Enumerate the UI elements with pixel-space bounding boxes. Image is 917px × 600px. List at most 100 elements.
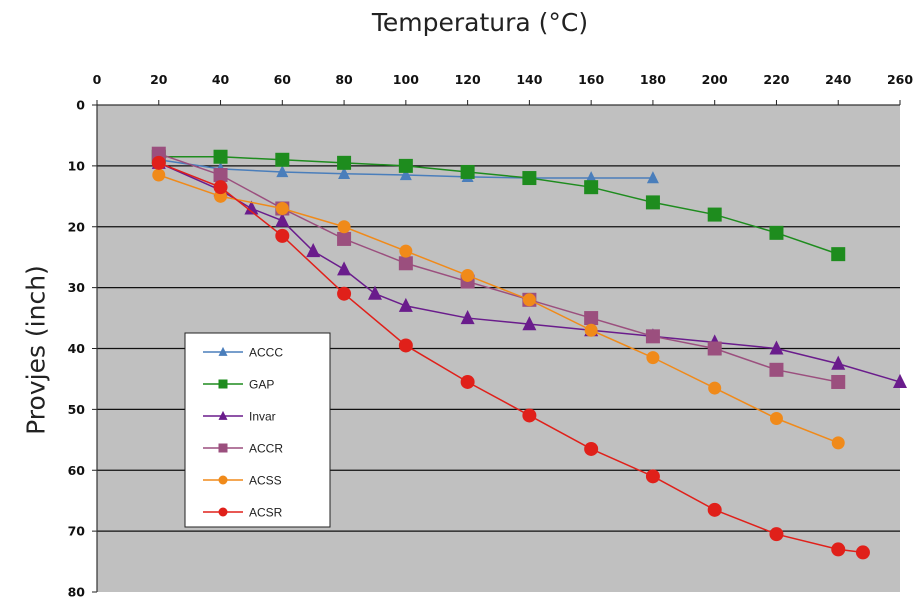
data-point-acss xyxy=(522,293,536,307)
data-point-acss xyxy=(152,168,166,182)
data-point-invar xyxy=(769,340,784,355)
data-point-gap xyxy=(769,225,784,240)
data-point-gap xyxy=(275,152,290,167)
legend-marker-accr xyxy=(218,443,228,453)
x-tick-label: 40 xyxy=(212,72,230,87)
series-line-gap xyxy=(158,155,839,255)
y-tick-label: 80 xyxy=(68,585,86,600)
series-line-accr xyxy=(158,152,839,383)
data-point-gap xyxy=(831,247,846,262)
data-point-acsr xyxy=(522,408,537,423)
x-tick-label: 220 xyxy=(763,72,789,87)
data-point-invar xyxy=(522,316,537,331)
legend-label-invar: Invar xyxy=(249,410,276,424)
data-point-accc xyxy=(399,168,412,181)
data-point-accr xyxy=(213,168,228,183)
data-point-invar xyxy=(398,297,413,312)
x-tick-label: 60 xyxy=(274,72,292,87)
data-point-accr xyxy=(398,256,413,271)
data-point-acsr xyxy=(275,228,290,243)
series-line-acss xyxy=(158,174,839,444)
data-point-acsr xyxy=(151,155,166,170)
data-point-acss xyxy=(399,244,413,258)
legend-marker-acsr xyxy=(218,507,228,517)
y-tick-label: 40 xyxy=(68,341,86,356)
legend-label-acss: ACSS xyxy=(249,474,282,488)
data-point-invar xyxy=(244,200,259,215)
data-point-acsr xyxy=(584,441,599,456)
data-point-acsr xyxy=(398,338,413,353)
x-tick-label: 140 xyxy=(516,72,542,87)
data-point-invar xyxy=(337,261,352,276)
y-tick-label: 60 xyxy=(68,463,86,478)
data-point-invar xyxy=(367,285,382,300)
data-point-invar xyxy=(306,243,321,258)
data-point-acss xyxy=(646,351,660,365)
legend-marker-invar xyxy=(218,410,228,420)
data-point-acsr xyxy=(855,545,870,560)
data-point-accr xyxy=(337,231,352,246)
data-point-acss xyxy=(461,268,475,282)
data-point-gap xyxy=(584,180,599,195)
y-tick-label: 10 xyxy=(68,158,86,173)
data-point-acsr xyxy=(707,502,722,517)
x-tick-label: 120 xyxy=(455,72,481,87)
data-point-invar xyxy=(275,212,290,227)
y-tick-label: 50 xyxy=(68,402,86,417)
data-point-acsr xyxy=(460,374,475,389)
data-point-accr xyxy=(707,341,722,356)
data-point-gap xyxy=(645,195,660,210)
y-tick-label: 0 xyxy=(76,98,85,113)
data-point-accr xyxy=(769,362,784,377)
data-point-gap xyxy=(337,155,352,170)
data-point-invar xyxy=(831,355,846,370)
data-point-accr xyxy=(645,329,660,344)
legend-label-accr: ACCR xyxy=(249,442,283,456)
y-tick-label: 30 xyxy=(68,280,86,295)
x-tick-label: 260 xyxy=(887,72,913,87)
legend-label-accc: ACCC xyxy=(249,346,283,360)
data-point-accr xyxy=(584,311,599,326)
data-point-acsr xyxy=(213,180,228,195)
data-point-accc xyxy=(646,171,659,184)
x-tick-label: 200 xyxy=(702,72,728,87)
data-point-acss xyxy=(708,381,722,395)
y-tick-label: 20 xyxy=(68,219,86,234)
data-point-accr xyxy=(831,374,846,389)
x-tick-label: 180 xyxy=(640,72,666,87)
x-tick-label: 240 xyxy=(825,72,851,87)
x-tick-label: 0 xyxy=(93,72,102,87)
x-tick-label: 100 xyxy=(393,72,419,87)
x-tick-label: 160 xyxy=(578,72,604,87)
legend-marker-gap xyxy=(218,379,228,389)
chart-title: Temperatura (°C) xyxy=(371,8,589,37)
data-point-acsr xyxy=(831,542,846,557)
data-point-acss xyxy=(584,323,598,337)
data-point-acss xyxy=(275,201,289,215)
data-point-acsr xyxy=(645,469,660,484)
legend-label-acsr: ACSR xyxy=(249,506,283,520)
legend-label-gap: GAP xyxy=(249,378,274,392)
legend-box xyxy=(184,332,331,528)
data-point-acss xyxy=(769,412,783,426)
data-point-acsr xyxy=(769,527,784,542)
data-point-acsr xyxy=(337,286,352,301)
data-point-gap xyxy=(707,207,722,222)
legend-marker-accc xyxy=(218,346,228,356)
series-line-invar xyxy=(158,162,901,383)
data-point-invar xyxy=(460,310,475,325)
data-point-gap xyxy=(522,171,537,186)
data-point-gap xyxy=(460,164,475,179)
data-point-acss xyxy=(337,220,351,234)
x-tick-label: 80 xyxy=(335,72,353,87)
legend-marker-acss xyxy=(218,475,228,485)
x-tick-label: 20 xyxy=(150,72,168,87)
data-point-gap xyxy=(398,158,413,173)
data-point-accc xyxy=(276,165,289,178)
data-point-accc xyxy=(338,166,351,179)
data-point-gap xyxy=(213,149,228,164)
data-point-acss xyxy=(831,436,845,450)
y-tick-label: 70 xyxy=(68,524,86,539)
data-point-invar xyxy=(893,373,907,389)
